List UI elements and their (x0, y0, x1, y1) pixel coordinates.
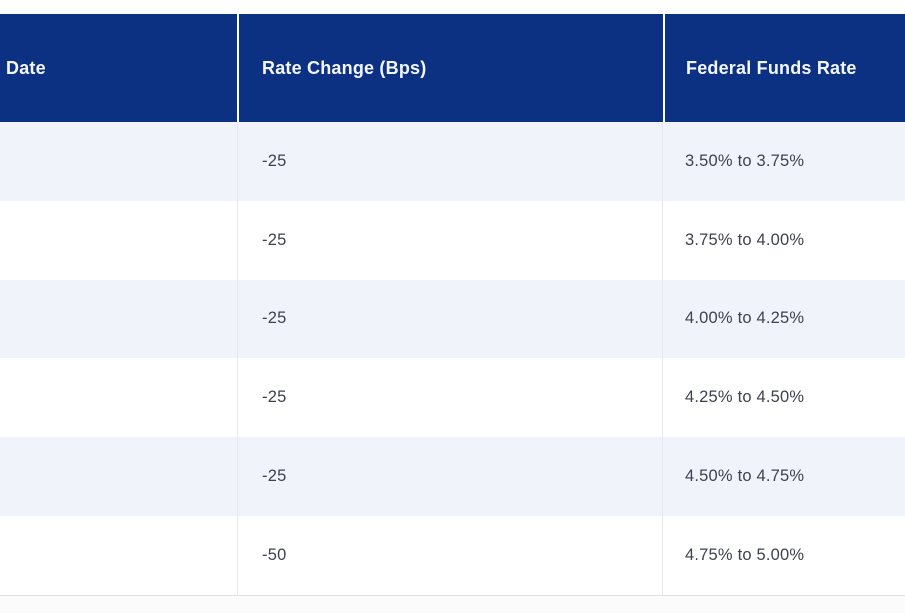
table-row: -25 4.25% to 4.50% (0, 358, 905, 438)
table-row: -25 4.00% to 4.25% (0, 279, 905, 359)
cell-federal-funds-rate: 4.00% to 4.25% (685, 309, 805, 328)
cell-rate-change: -25 (238, 200, 663, 280)
table-body: -25 3.50% to 3.75% -25 3.75% to 4.00% -2… (0, 122, 905, 596)
cell-date (0, 122, 238, 201)
table-header-row: Date Rate Change (Bps) Federal Funds Rat… (0, 14, 905, 122)
table-row: -25 4.50% to 4.75% (0, 437, 905, 516)
column-header-rate-change-label: Rate Change (Bps) (262, 57, 427, 78)
column-header-rate-change: Rate Change (Bps) (239, 14, 663, 122)
cell-date (0, 358, 238, 438)
column-header-date: Date (0, 14, 237, 122)
cell-federal-funds-rate: 4.25% to 4.50% (685, 388, 805, 407)
table-row: -25 3.75% to 4.00% (0, 200, 905, 280)
cell-federal-funds-rate: 4.75% to 5.00% (685, 545, 805, 564)
federal-funds-rate-table: Date Rate Change (Bps) Federal Funds Rat… (0, 14, 905, 596)
column-header-federal-funds-rate-label: Federal Funds Rate (686, 57, 857, 78)
column-header-federal-funds-rate: Federal Funds Rate (665, 14, 905, 122)
cell-federal-funds-rate: 4.50% to 4.75% (685, 467, 805, 486)
table-row: -25 3.50% to 3.75% (0, 122, 905, 201)
cell-rate-change: -25 (238, 358, 663, 438)
cell-rate-change: -25 (238, 122, 663, 201)
cell-rate-change: -25 (238, 279, 663, 359)
cell-rate-change: -25 (238, 437, 663, 516)
cell-date (0, 200, 238, 280)
cell-date (0, 279, 238, 359)
page-background-below-table (0, 596, 905, 613)
cell-date (0, 515, 238, 595)
table-row: -50 4.75% to 5.00% (0, 515, 905, 595)
cell-rate-change: -50 (238, 515, 663, 595)
cell-federal-funds-rate: 3.50% to 3.75% (685, 151, 805, 170)
column-header-date-label: Date (6, 57, 46, 78)
cell-federal-funds-rate: 3.75% to 4.00% (685, 230, 805, 249)
cell-date (0, 437, 238, 516)
